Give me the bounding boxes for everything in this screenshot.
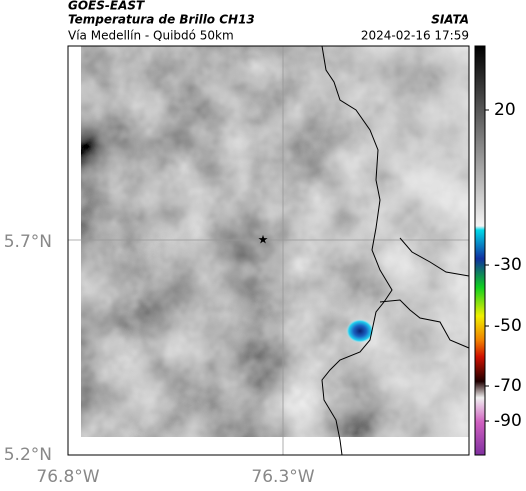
lat-label: 5.7°N [4,232,52,252]
colorbar-label: -70 [494,376,522,396]
agency: GOES-EAST [68,0,145,13]
colorbar-label: -50 [494,316,522,336]
org: SIATA [431,13,469,27]
border [379,299,470,349]
map: ★ [67,45,470,456]
colorbar-label: -90 [494,411,522,431]
colorbar: 20 -30 -50 -70 -90 [474,45,522,456]
convective-cell [346,319,374,343]
city-marker: ★ [258,233,269,247]
title: Temperatura de Brillo CH13 [68,13,255,27]
colorbar-label: -30 [494,255,522,275]
map-frame [67,45,470,456]
lon-label: 76.8°W [36,467,99,487]
lon-label: 76.3°W [251,467,314,487]
colorbar-scale [474,45,486,456]
border [399,237,470,277]
lat-label: 5.2°N [4,445,52,465]
shading [81,46,469,437]
colorbar-label: 20 [494,100,516,120]
datetime: 2024-02-16 17:59 [361,29,469,43]
border [321,45,393,456]
subtitle: Vía Medellín - Quibdó 50km [68,29,234,43]
